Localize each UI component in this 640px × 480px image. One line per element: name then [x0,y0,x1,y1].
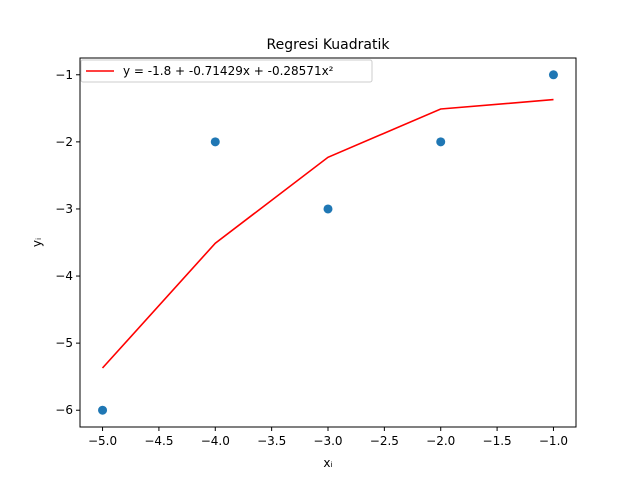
x-tick-label: −4.5 [144,434,173,448]
x-tick-label: −3.5 [257,434,286,448]
x-tick-label: −1.0 [539,434,568,448]
x-tick-label: −2.0 [426,434,455,448]
y-tick-label: −4 [55,269,73,283]
x-axis-title: xᵢ [323,456,332,470]
y-axis-title: yᵢ [30,238,44,247]
plot-area [80,58,576,427]
data-point [210,137,220,147]
data-points [98,70,558,415]
data-point [98,405,108,415]
y-tick-label: −3 [55,202,73,216]
x-tick-label: −5.0 [88,434,117,448]
data-point [548,70,558,80]
data-point [323,204,333,214]
x-axis: −5.0 −4.5 −4.0 −3.5 −3.0 −2.5 −2.0 −1.5 −1.0 [88,427,568,448]
x-tick-label: −1.5 [483,434,512,448]
fit-lines [101,98,554,369]
legend-box [80,59,373,83]
fit-line [101,98,554,369]
legend: y = -1.8 + -0.71429x + -0.28571x² [80,59,373,83]
y-axis: −6 −5 −4 −3 −2 −1 [55,68,80,417]
chart-title: Regresi Kuadratik [267,37,391,53]
y-tick-label: −6 [55,403,73,417]
x-tick-label: −2.5 [370,434,399,448]
plot-frame [79,57,577,428]
data-point [436,137,446,147]
y-tick-label: −1 [55,68,73,82]
x-tick-label: −3.0 [313,434,342,448]
x-tick-label: −4.0 [201,434,230,448]
legend-label: y = -1.8 + -0.71429x + -0.28571x² [123,64,334,78]
y-tick-label: −5 [55,336,73,350]
y-tick-label: −2 [55,135,73,149]
